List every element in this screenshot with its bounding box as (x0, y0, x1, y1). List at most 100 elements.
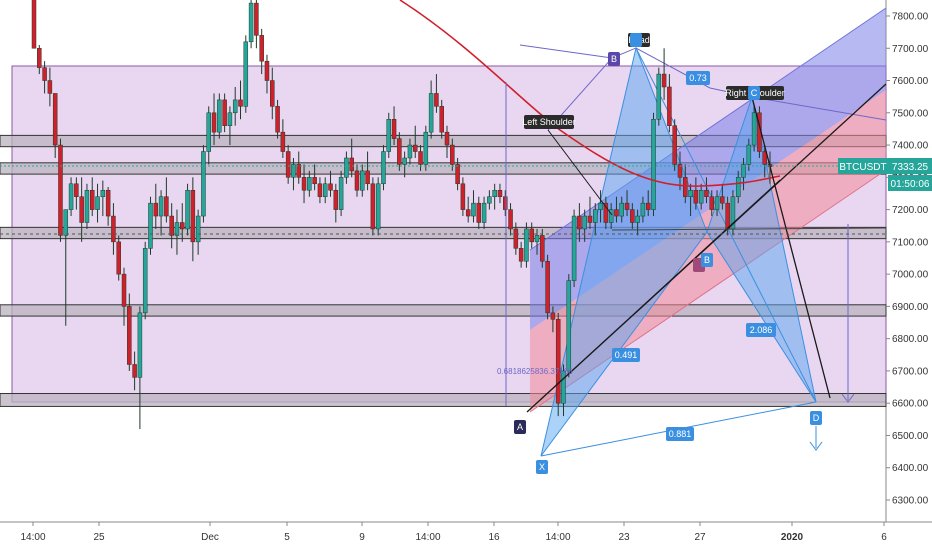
time-axis[interactable]: 14:00 25 Dec 5 9 14:00 16 14:00 23 27 2020 6 (20, 522, 887, 543)
price-tick-label: 7700.00 (892, 44, 929, 55)
candle-down (624, 202, 630, 210)
candle-up (698, 189, 704, 204)
neckline (611, 227, 887, 231)
candle-down (275, 106, 280, 133)
candle-down (164, 196, 169, 217)
candle-up (619, 202, 624, 217)
candle-down (450, 144, 455, 165)
candle-up (635, 215, 640, 223)
pt-a2-box (630, 33, 642, 47)
candle-up (481, 202, 487, 223)
candle-down (312, 177, 317, 185)
left-shoulder-label: Left Shoulder (522, 117, 576, 127)
time-tick-label: 14:00 (545, 532, 570, 543)
harmonic-bcd (706, 95, 817, 403)
fib-text: 0.6818625836.37166 (497, 367, 573, 376)
candle-down (37, 48, 42, 68)
pt-b-label: B (611, 54, 617, 64)
candle-up (217, 99, 222, 133)
price-tick-label: 6900.00 (892, 302, 929, 313)
candle-down (365, 170, 370, 185)
pt-c-label: C (751, 88, 758, 98)
candle-down (238, 99, 243, 107)
candle-down (180, 222, 185, 230)
candle-down (476, 202, 482, 223)
candle-down (503, 196, 508, 210)
candle-down (497, 189, 503, 197)
ratio-0491-box (612, 348, 640, 362)
last-price-label: 7333.25 (892, 162, 929, 173)
trendline-down (751, 96, 831, 399)
candle-up (741, 164, 746, 178)
price-tick-label: 7400.00 (892, 141, 929, 152)
candle-up (243, 41, 249, 107)
candle-down (153, 202, 159, 217)
time-tick-label: 2020 (781, 532, 804, 543)
candle-up (206, 112, 211, 152)
candle-up (360, 170, 365, 191)
price-tick-label: 7800.00 (892, 12, 929, 23)
candle-down (434, 93, 439, 107)
candle-down (370, 183, 376, 230)
candle-down (412, 144, 418, 152)
candle-up (322, 183, 328, 197)
time-tick-label: 6 (881, 532, 887, 543)
time-tick-label: 5 (284, 532, 290, 543)
candle-down (555, 319, 561, 404)
candle-up (407, 144, 413, 159)
candle-down (630, 209, 635, 223)
countdown-tag (888, 175, 932, 191)
candle-down (317, 183, 323, 197)
candle-up (746, 144, 752, 165)
candle-up (381, 151, 386, 185)
candle-down (116, 241, 121, 275)
candle-down (354, 170, 360, 191)
candle-down (349, 157, 354, 172)
candle-up (174, 222, 180, 236)
candle-up (84, 189, 90, 223)
candle-down (211, 112, 217, 133)
candle-down (603, 202, 609, 223)
candle-down (301, 177, 307, 191)
candle-down (439, 106, 444, 133)
candle-down (545, 260, 550, 314)
candle-down (74, 183, 79, 197)
hs-left-line (519, 44, 613, 59)
candle-down (296, 164, 301, 178)
price-axis[interactable]: 7800.007700.007600.007500.007400.007300.… (886, 12, 929, 507)
candle-down (709, 196, 715, 210)
price-tick-label: 6600.00 (892, 399, 929, 410)
time-tick-label: 14:00 (415, 532, 440, 543)
candle-up (375, 183, 381, 230)
candle-down (391, 119, 397, 139)
price-tick-label: 6300.00 (892, 496, 929, 507)
candle-down (672, 125, 677, 165)
harmonic-xab (540, 46, 708, 457)
candle-down (677, 164, 683, 178)
candle-down (465, 209, 471, 217)
candle-up (561, 370, 566, 404)
d-arrow-head (809, 441, 823, 451)
pt-c-box (748, 86, 760, 100)
time-tick-label: 27 (694, 532, 706, 543)
candle-up (688, 189, 693, 197)
price-tick-label: 6700.00 (892, 366, 929, 377)
candle-down (444, 131, 450, 146)
pt-b2-label: B (704, 255, 710, 265)
candle-down (397, 138, 402, 165)
time-tick-label: 16 (488, 532, 500, 543)
candle-down (645, 202, 651, 210)
pt-x-box (536, 460, 548, 474)
candle-up (402, 157, 407, 165)
candle-up (656, 73, 662, 120)
candle-down (513, 228, 519, 249)
candle-up (714, 196, 720, 210)
candle-down (105, 189, 111, 217)
sr-zone (0, 304, 887, 317)
pt-a-box (514, 420, 526, 434)
left-shoulder-box (524, 115, 574, 129)
candle-up (142, 248, 148, 314)
candle-up (640, 202, 646, 217)
